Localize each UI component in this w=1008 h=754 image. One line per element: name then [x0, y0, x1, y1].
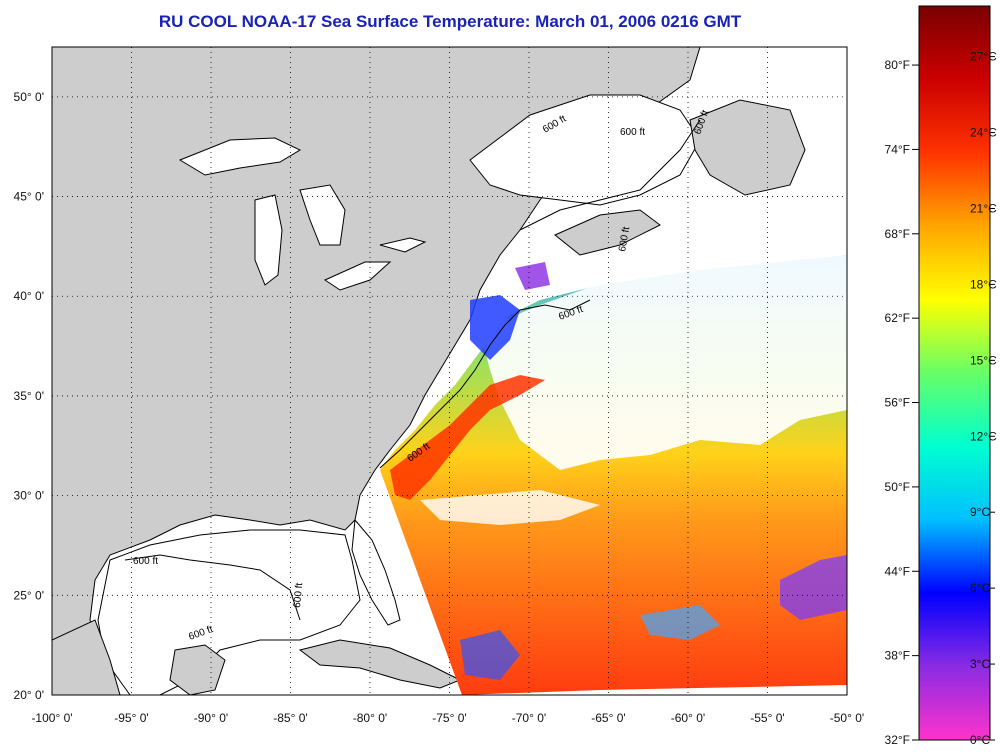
- colorbar-celsius-label: 12°C: [970, 429, 997, 443]
- water-st-lawrence: [469, 94, 701, 206]
- longitude-tick-label: -85° 0': [273, 711, 307, 725]
- longitude-tick-label: -70° 0': [512, 711, 546, 725]
- land-cuba: [298, 639, 462, 689]
- land-nova-scotia: [554, 209, 661, 256]
- latitude-tick-label: 35° 0': [14, 389, 44, 403]
- lake-erie: [323, 261, 392, 291]
- isobath-label: 600 ft: [620, 127, 645, 138]
- latitude-tick-label: 45° 0': [14, 190, 44, 204]
- colorbar-celsius-label: 3°C: [970, 657, 990, 671]
- longitude-tick-label: -90° 0': [194, 711, 228, 725]
- colorbar-fahrenheit-label: 80°F: [885, 58, 910, 72]
- colorbar-celsius-label: 24°C: [970, 126, 997, 140]
- cold-patch-east: [780, 555, 847, 620]
- colorbar-celsius-label: 0°C: [970, 733, 990, 747]
- cool-patch: [640, 605, 720, 640]
- colorbar-celsius-label: 6°C: [970, 581, 990, 595]
- longitude-tick-label: -50° 0': [830, 711, 864, 725]
- land-newfoundland: [689, 99, 806, 196]
- water-gulf-of-mexico: [97, 529, 361, 695]
- map-area: [52, 47, 847, 695]
- latitude-tick-label: 20° 0': [14, 688, 44, 702]
- latitude-tick-label: 30° 0': [14, 489, 44, 503]
- latitude-tick-labels: 20° 0' 25° 0' 30° 0' 35° 0' 40° 0' 45° 0' 50° …: [14, 90, 44, 702]
- colorbar-fahrenheit-label: 38°F: [885, 649, 910, 663]
- colorbar-fahrenheit-label: 74°F: [885, 142, 910, 156]
- colorbar-celsius-label: 9°C: [970, 505, 990, 519]
- colorbar-fahrenheit-labels: 80°F 74°F 68°F 62°F 56°F 50°F 44°F 38°F 32°F: [885, 58, 919, 747]
- isobath-label: 600 ft: [292, 582, 305, 608]
- cold-shelf-water: [470, 295, 520, 360]
- map-frame: [51, 46, 848, 696]
- map-title: RU COOL NOAA-17 Sea Surface Temperature:…: [158, 12, 742, 31]
- colorbar-celsius-labels: 27°C 24°C 21°C 18°C 15°C 12°C 9°C 6°C 3°C 0°C: [970, 50, 997, 747]
- land-florida: [351, 518, 401, 626]
- lake-huron: [299, 184, 346, 246]
- land-yucatan: [52, 619, 121, 695]
- longitude-tick-label: -55° 0': [750, 711, 784, 725]
- cloud-band: [420, 490, 600, 525]
- longitude-tick-label: -60° 0': [671, 711, 705, 725]
- isobath-600ft: [124, 119, 701, 621]
- lake-superior: [178, 137, 302, 176]
- lake-ontario: [379, 237, 427, 253]
- colorbar-fahrenheit-label: 32°F: [885, 733, 910, 747]
- latitude-tick-label: 25° 0': [14, 588, 44, 602]
- colorbar-fahrenheit-label: 56°F: [885, 396, 910, 410]
- colorbar-celsius-label: 21°C: [970, 201, 997, 215]
- cold-patch-south: [460, 630, 520, 680]
- longitude-tick-label: -95° 0': [114, 711, 148, 725]
- colorbar-celsius-label: 15°C: [970, 353, 997, 367]
- colorbar-fahrenheit-label: 62°F: [885, 311, 910, 325]
- colorbar: [918, 5, 991, 741]
- graticule: [52, 47, 847, 695]
- colorbar-fahrenheit-label: 44°F: [885, 564, 910, 578]
- longitude-tick-label: -100° 0': [31, 711, 72, 725]
- longitude-tick-label: -80° 0': [353, 711, 387, 725]
- gulf-stream: [390, 375, 545, 500]
- cold-gulf-of-maine: [515, 262, 550, 290]
- colorbar-celsius-label: 27°C: [970, 50, 997, 64]
- longitude-tick-label: -75° 0': [432, 711, 466, 725]
- colorbar-fahrenheit-label: 68°F: [885, 227, 910, 241]
- colorbar-fahrenheit-label: 50°F: [885, 480, 910, 494]
- latitude-tick-label: 40° 0': [14, 289, 44, 303]
- latitude-tick-label: 50° 0': [14, 90, 44, 104]
- colorbar-celsius-label: 18°C: [970, 277, 997, 291]
- longitude-tick-labels: -100° 0' -95° 0' -90° 0' -85° 0' -80° 0' -75°…: [31, 711, 864, 725]
- lake-michigan: [254, 194, 283, 286]
- isobath-label: 600 ft: [617, 226, 632, 253]
- isobath-label: 600 ft: [133, 556, 158, 567]
- longitude-tick-label: -65° 0': [591, 711, 625, 725]
